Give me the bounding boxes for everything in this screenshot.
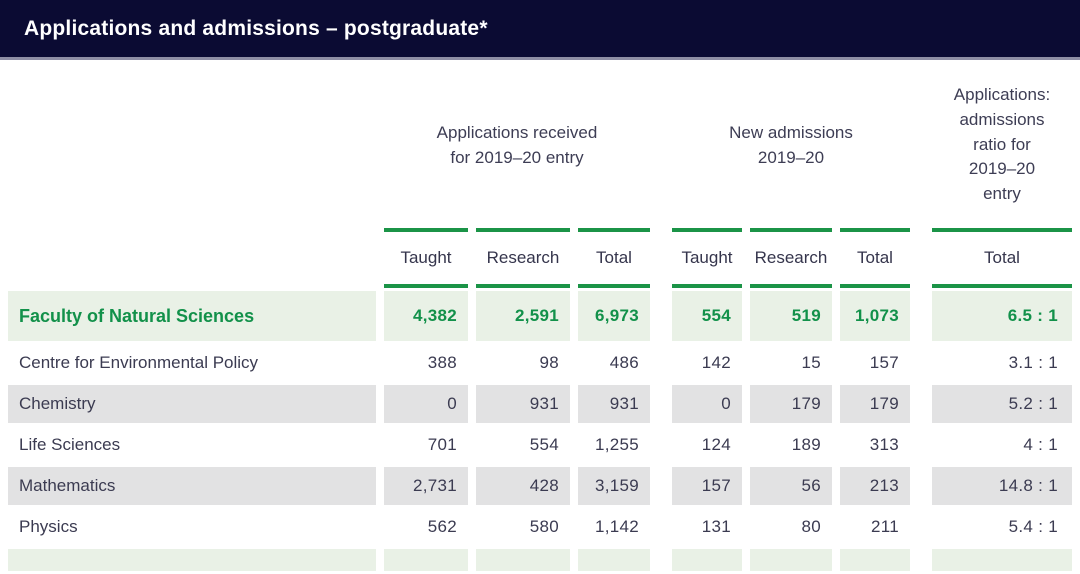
value-cell: 213 bbox=[840, 467, 910, 505]
column-group-applications-admissions-ratio: Applications: admissions ratio for 2019–… bbox=[953, 85, 1051, 203]
cutoff-row bbox=[8, 549, 1072, 571]
value-cell: 931 bbox=[476, 385, 570, 423]
title-bar: Applications and admissions – postgradua… bbox=[0, 0, 1080, 60]
value-cell: 6.5 : 1 bbox=[932, 291, 1072, 341]
subheader-total-adm: Total bbox=[840, 228, 910, 288]
table-row: Faculty of Natural Sciences 4,382 2,591 6,9… bbox=[8, 291, 1072, 341]
table-row: Life Sciences 701 554 1,255 124 189 313 4 : 1 bbox=[8, 426, 1072, 464]
value-cell: 519 bbox=[750, 291, 832, 341]
subheader-research-apps: Research bbox=[476, 228, 570, 288]
column-spacer bbox=[918, 291, 924, 341]
value-cell: 580 bbox=[529, 517, 559, 536]
cutoff-cell bbox=[750, 549, 832, 571]
row-label: Life Sciences bbox=[19, 435, 121, 454]
value-cell: 1,073 bbox=[840, 291, 910, 341]
value-cell: 157 bbox=[672, 467, 742, 505]
subheader-total-apps: Total bbox=[578, 228, 650, 288]
value-cell: 80 bbox=[801, 517, 821, 536]
column-group-row: Applications received for 2019–20 entry … bbox=[8, 65, 1072, 225]
value-cell: 554 bbox=[672, 291, 742, 341]
value-cell: 1,142 bbox=[594, 517, 639, 536]
value-cell: 3.1 : 1 bbox=[1008, 353, 1058, 372]
value-cell: 3,159 bbox=[578, 467, 650, 505]
cutoff-cell bbox=[578, 549, 650, 571]
value-cell: 1,255 bbox=[594, 435, 639, 454]
value-cell: 313 bbox=[869, 435, 899, 454]
column-spacer bbox=[658, 426, 664, 464]
cutoff-cell bbox=[840, 549, 910, 571]
column-spacer bbox=[658, 228, 664, 288]
value-cell: 4 : 1 bbox=[1023, 435, 1058, 454]
subheader-research-adm: Research bbox=[750, 228, 832, 288]
page-title: Applications and admissions – postgradua… bbox=[24, 16, 488, 40]
column-spacer bbox=[658, 508, 664, 546]
subheader-taught-apps: Taught bbox=[384, 228, 468, 288]
column-spacer bbox=[658, 344, 664, 382]
value-cell: 179 bbox=[840, 385, 910, 423]
column-group-new-admissions: New admissions 2019–20 bbox=[729, 122, 853, 168]
value-cell: 0 bbox=[672, 385, 742, 423]
value-cell: 14.8 : 1 bbox=[932, 467, 1072, 505]
value-cell: 428 bbox=[476, 467, 570, 505]
value-cell: 2,731 bbox=[384, 467, 468, 505]
subheader-taught-adm: Taught bbox=[672, 228, 742, 288]
column-spacer bbox=[658, 549, 664, 571]
row-label: Faculty of Natural Sciences bbox=[8, 291, 376, 341]
value-cell: 388 bbox=[427, 353, 457, 372]
cutoff-cell bbox=[384, 549, 468, 571]
value-cell: 486 bbox=[609, 353, 639, 372]
value-cell: 554 bbox=[529, 435, 559, 454]
admissions-table: Applications received for 2019–20 entry … bbox=[0, 62, 1080, 574]
subheader-row: Taught Research Total Taught Research Total To… bbox=[8, 228, 1072, 288]
column-spacer bbox=[658, 65, 664, 225]
column-spacer bbox=[658, 467, 664, 505]
cutoff-cell bbox=[476, 549, 570, 571]
row-label: Centre for Environmental Policy bbox=[19, 353, 259, 372]
value-cell: 142 bbox=[701, 353, 731, 372]
cutoff-cell bbox=[672, 549, 742, 571]
column-spacer bbox=[918, 426, 924, 464]
column-group-applications-received: Applications received for 2019–20 entry bbox=[436, 122, 598, 168]
value-cell: 5.2 : 1 bbox=[932, 385, 1072, 423]
value-cell: 2,591 bbox=[476, 291, 570, 341]
column-spacer bbox=[918, 228, 924, 288]
value-cell: 56 bbox=[750, 467, 832, 505]
row-label: Mathematics bbox=[8, 467, 376, 505]
value-cell: 131 bbox=[701, 517, 731, 536]
column-spacer bbox=[918, 385, 924, 423]
table-row: Centre for Environmental Policy 388 98 486 1… bbox=[8, 344, 1072, 382]
value-cell: 4,382 bbox=[384, 291, 468, 341]
column-spacer bbox=[658, 291, 664, 341]
value-cell: 179 bbox=[750, 385, 832, 423]
value-cell: 189 bbox=[791, 435, 821, 454]
column-spacer bbox=[918, 467, 924, 505]
value-cell: 931 bbox=[578, 385, 650, 423]
row-label: Physics bbox=[19, 517, 78, 536]
table-row: Mathematics 2,731 428 3,159 157 56 213 14.8 : 1 bbox=[8, 467, 1072, 505]
value-cell: 6,973 bbox=[578, 291, 650, 341]
column-spacer bbox=[658, 385, 664, 423]
value-cell: 211 bbox=[870, 517, 899, 536]
cutoff-cell bbox=[932, 549, 1072, 571]
value-cell: 15 bbox=[801, 353, 821, 372]
subheader-total-ratio: Total bbox=[932, 228, 1072, 288]
value-cell: 0 bbox=[384, 385, 468, 423]
cutoff-cell bbox=[8, 549, 376, 571]
value-cell: 157 bbox=[869, 353, 899, 372]
empty-corner-cell bbox=[8, 65, 376, 225]
row-label: Chemistry bbox=[8, 385, 376, 423]
column-spacer bbox=[918, 549, 924, 571]
value-cell: 124 bbox=[701, 435, 731, 454]
value-cell: 98 bbox=[539, 353, 559, 372]
table-row: Physics 562 580 1,142 131 80 211 5.4 : 1 bbox=[8, 508, 1072, 546]
column-spacer bbox=[918, 508, 924, 546]
column-spacer bbox=[918, 65, 924, 225]
value-cell: 701 bbox=[427, 435, 457, 454]
empty-corner-cell bbox=[8, 228, 376, 288]
value-cell: 562 bbox=[427, 517, 457, 536]
value-cell: 5.4 : 1 bbox=[1008, 517, 1058, 536]
column-spacer bbox=[918, 344, 924, 382]
table-row: Chemistry 0 931 931 0 179 179 5.2 : 1 bbox=[8, 385, 1072, 423]
